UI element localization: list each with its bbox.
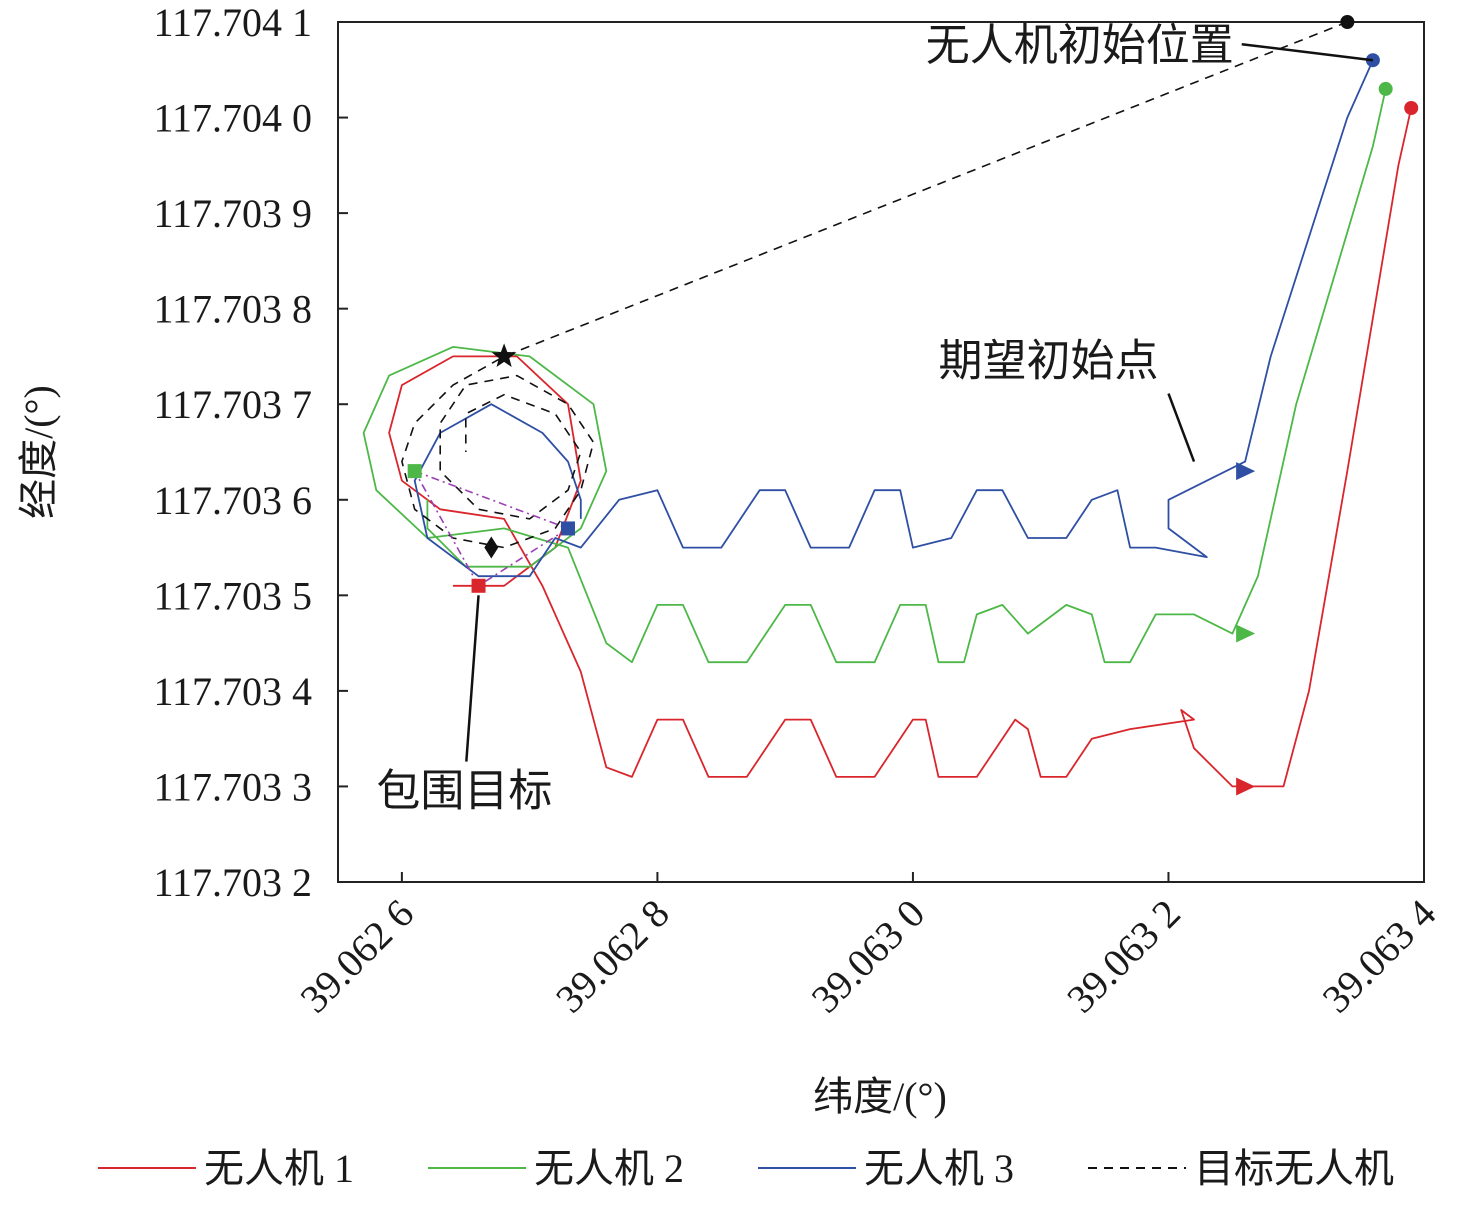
start-point-marker: [1378, 81, 1393, 96]
y-tick-label: 117.703 9: [153, 191, 312, 236]
final-position-marker: [560, 521, 575, 536]
enclosure-link: [413, 470, 480, 587]
x-tick-label: 39.063 0: [802, 891, 933, 1022]
y-tick-label: 117.704 1: [153, 0, 312, 45]
enclosure-link: [414, 470, 569, 530]
annotation-leader-line: [465, 595, 480, 762]
expected-start-marker: [1236, 624, 1256, 643]
y-tick-label: 117.703 3: [153, 764, 312, 809]
expected-start-marker: [1236, 462, 1256, 481]
annotation-label: 无人机初始位置: [926, 21, 1234, 70]
x-axis: 39.062 6 39.062 8 39.063 0 39.063 2 39.063 4: [291, 872, 1444, 1021]
y-tick-label: 117.703 2: [153, 860, 312, 905]
annotation-leader-line: [1167, 393, 1196, 462]
x-tick-label: 39.063 4: [1314, 891, 1445, 1022]
expected-start-marker: [1236, 777, 1256, 796]
final-position-marker: [471, 578, 486, 593]
x-tick-label: 39.062 8: [547, 891, 678, 1022]
start-point-marker: [1404, 101, 1419, 115]
legend-label-1: 无人机 1: [204, 1146, 354, 1191]
y-axis: 117.703 2 117.703 3 117.703 4 117.703 5 117.…: [153, 0, 348, 905]
legend-label-4: 目标无人机: [1194, 1146, 1394, 1191]
y-tick-label: 117.703 7: [153, 382, 312, 427]
target-star-marker: [491, 343, 517, 367]
plot-frame: [337, 21, 1425, 883]
legend-label-3: 无人机 3: [864, 1146, 1014, 1191]
legend-label-2: 无人机 2: [534, 1146, 684, 1191]
x-axis-title: 纬度/(°): [813, 1074, 947, 1119]
y-tick-label: 117.703 4: [153, 669, 312, 714]
series-line-2: [362, 88, 1387, 664]
start-point-marker: [1340, 15, 1355, 29]
annotation-label: 包围目标: [376, 767, 552, 816]
y-tick-label: 117.703 8: [153, 287, 312, 332]
annotation-leader-line: [1241, 42, 1374, 62]
marker-layer: [407, 15, 1419, 796]
x-tick-label: 39.062 6: [291, 891, 422, 1022]
y-tick-label: 117.703 5: [153, 573, 312, 618]
y-tick-label: 117.704 0: [153, 96, 312, 141]
series-layer: [362, 21, 1413, 788]
legend: 无人机 1 无人机 2 无人机 3 目标无人机: [98, 1146, 1394, 1191]
series-line-3: [413, 59, 1374, 578]
series-line-4: [401, 21, 1348, 549]
final-position-marker: [407, 464, 422, 479]
y-tick-label: 117.703 6: [153, 478, 312, 523]
series-line-1: [388, 107, 1413, 788]
x-tick-label: 39.063 2: [1058, 891, 1189, 1022]
annotation-label: 期望初始点: [938, 337, 1158, 386]
target-diamond-marker: [484, 536, 499, 559]
y-axis-title: 经度/(°): [16, 385, 61, 519]
